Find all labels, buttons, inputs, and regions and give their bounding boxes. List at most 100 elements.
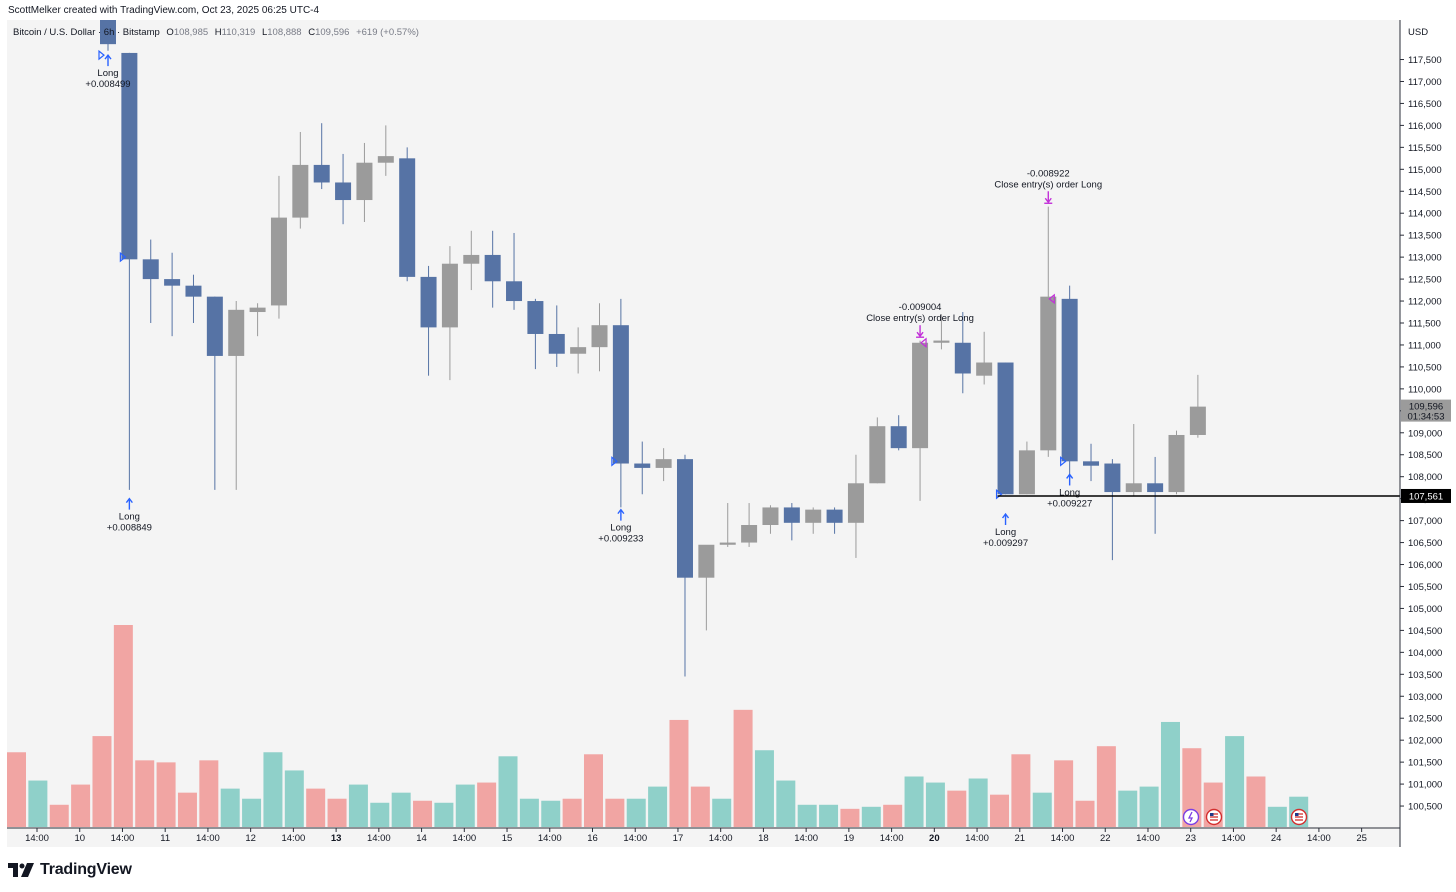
candle-body (826, 509, 843, 523)
last-price-badge (1401, 399, 1451, 422)
candle-body (100, 20, 116, 45)
candle-body (676, 459, 693, 578)
trade-label: Close entry(s) order Long (994, 179, 1102, 190)
time-tick-label: 14:00 (794, 833, 818, 844)
candle-body (506, 281, 523, 302)
volume-bar (712, 798, 732, 827)
volume-bar (648, 786, 668, 827)
time-tick-label: 10 (74, 833, 85, 844)
volume-bar (733, 709, 753, 827)
legend-low-value: 108,888 (267, 27, 301, 38)
tradingview-logo-text: TradingView (40, 861, 132, 878)
currency-label: USD (1408, 27, 1428, 38)
candle-body (292, 164, 309, 218)
price-tick-label: 109,000 (1408, 428, 1442, 439)
candle-body (741, 525, 758, 543)
volume-bar (519, 798, 539, 827)
volume-bar (284, 770, 304, 827)
candle-body (890, 426, 907, 449)
volume-bar (754, 750, 774, 827)
time-axis: 14:00 10 14:00 11 14:00 12 14:00 13 14:00 14 14:00… (7, 808, 1400, 844)
volume-bar (562, 798, 582, 827)
price-tick-label: 104,000 (1408, 648, 1442, 659)
candle-body (655, 459, 672, 468)
exit-marker-icon (920, 337, 927, 349)
volume-bar (883, 804, 903, 827)
candle-body (335, 182, 352, 201)
chart-frame[interactable]: Long +0.008499 Long +0.008849 Long +0.009233-… (7, 20, 1455, 847)
trade-pnl: +0.008849 (107, 523, 152, 534)
time-tick-label: 14:00 (965, 833, 989, 844)
volume-bar (413, 800, 433, 827)
time-tick-label: 14:00 (196, 833, 220, 844)
price-tick-label: 106,500 (1408, 538, 1442, 549)
price-tick-label: 110,500 (1408, 362, 1442, 373)
volume-bar (1246, 776, 1266, 827)
volume-bar (861, 806, 881, 827)
candle-body (912, 342, 929, 449)
price-tick-label: 102,000 (1408, 736, 1442, 747)
candle-body (1061, 298, 1078, 462)
time-tick-label: 15 (502, 833, 513, 844)
close-arrowhead-icon (916, 331, 924, 338)
legend-open-label: O (166, 27, 173, 38)
volume-bar (1182, 748, 1202, 827)
time-tick-label: 19 (844, 833, 855, 844)
volume-bar (690, 786, 710, 827)
time-tick-label: 14 (416, 833, 427, 844)
volume-bar (113, 625, 133, 827)
volume-bar (28, 780, 48, 827)
exit-marker-icon (1048, 293, 1055, 305)
time-tick-label: 14:00 (1307, 833, 1331, 844)
legend-low-label: L (262, 27, 267, 38)
trade-label: Long (610, 523, 631, 534)
price-tick-label: 103,000 (1408, 692, 1442, 703)
candle-body (954, 342, 971, 374)
volume-bar (263, 752, 283, 827)
candle-body (249, 307, 266, 313)
time-tick-label: 16 (587, 833, 598, 844)
time-tick-label: 18 (758, 833, 769, 844)
legend-high-label: H (215, 27, 222, 38)
time-tick-label: 14:00 (538, 833, 562, 844)
price-tick-label: 115,000 (1408, 165, 1442, 176)
time-tick-label: 14:00 (367, 833, 391, 844)
candle-body (420, 276, 437, 328)
price-tick-label: 105,500 (1408, 582, 1442, 593)
volume-bar (156, 762, 176, 827)
price-tick-label: 108,000 (1408, 472, 1442, 483)
candle-body (805, 509, 822, 523)
time-tick-label: 14:00 (281, 833, 305, 844)
candle-body (1104, 463, 1121, 493)
time-tick-label: 11 (160, 833, 170, 844)
trade-pnl: +0.009297 (983, 538, 1028, 549)
time-tick-label: 17 (673, 833, 684, 844)
candle-body (762, 507, 779, 525)
tradingview-logo[interactable]: TradingView (8, 859, 132, 881)
trade-label: Long (97, 68, 118, 79)
legend-close-value: 109,596 (315, 27, 349, 38)
candle-body (121, 52, 138, 260)
volume-bar (242, 798, 262, 827)
line-price-value: 107,561 (1409, 491, 1443, 502)
volume-bar (990, 794, 1010, 827)
chart-attribution: ScottMelker created with TradingView.com… (8, 5, 320, 16)
entry-marker-icon (98, 49, 105, 61)
time-tick-label: 14:00 (1051, 833, 1075, 844)
volume-bar (7, 752, 26, 827)
price-tick-label: 114,000 (1408, 209, 1442, 220)
price-tick-label: 111,000 (1408, 340, 1441, 351)
candle-body (869, 426, 886, 484)
price-tick-label: 113,500 (1408, 231, 1442, 242)
price-tick-label: 112,500 (1408, 275, 1442, 286)
volume-bar (370, 802, 390, 827)
price-tick-label: 116,500 (1408, 99, 1442, 110)
trade-pnl: +0.008499 (85, 79, 130, 90)
flag-canton (1210, 813, 1214, 816)
volume-bar (1118, 790, 1138, 827)
candle-body (1147, 483, 1164, 493)
volume-series (7, 625, 1309, 827)
lightning-glyph (1187, 811, 1194, 823)
volume-bar (199, 760, 219, 827)
